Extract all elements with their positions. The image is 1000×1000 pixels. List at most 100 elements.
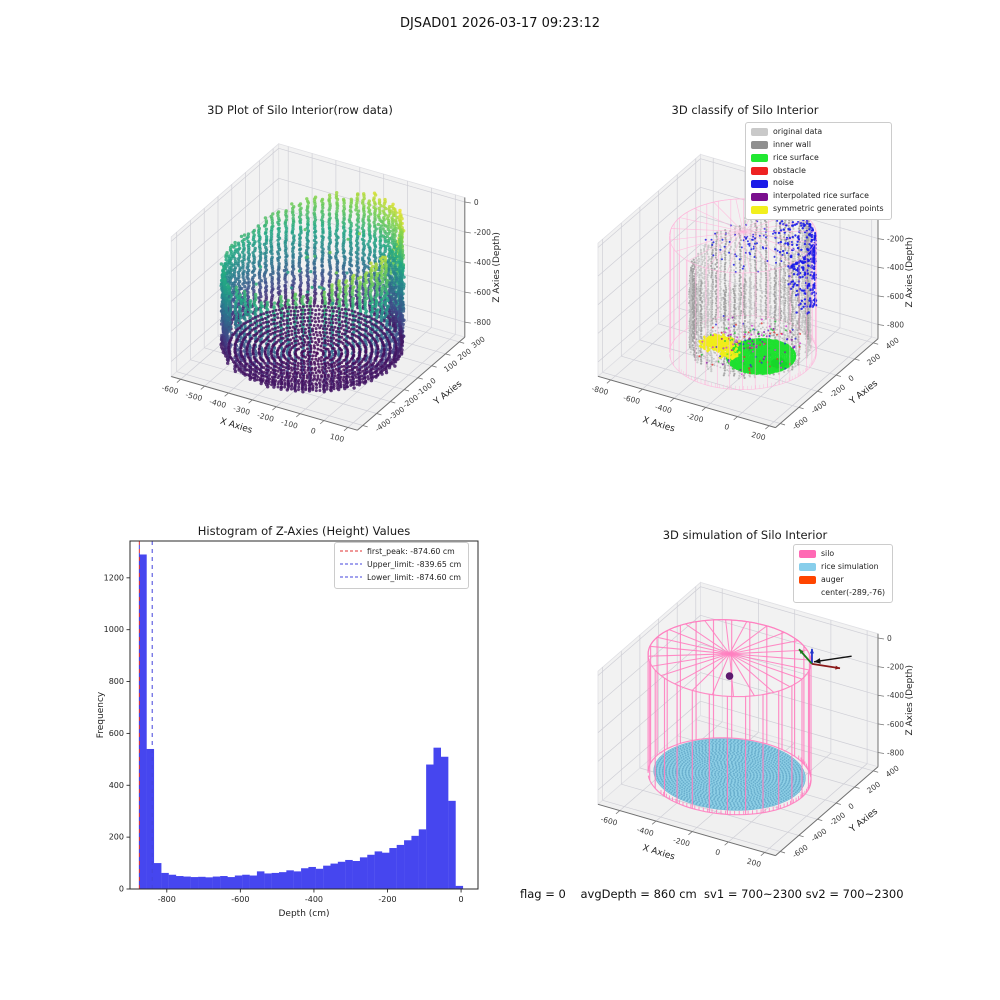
legend-item: obstacle <box>751 165 884 178</box>
legend-label: rice simulation <box>821 561 879 571</box>
legend-item: original data <box>751 126 884 139</box>
simulation-canvas: -600-400-2000200-600-400-20002004000-200… <box>597 581 915 869</box>
simulation-legend: silo rice simulation auger center(-289,-76) <box>793 544 894 604</box>
histogram-canvas: -800 -600 -400 -200 0020040060080010001200De… <box>96 540 479 919</box>
legend-line-swatch <box>340 559 362 572</box>
legend-label: noise <box>773 178 794 188</box>
figure-title: DJSAD01 2026-03-17 09:23:12 <box>400 16 600 31</box>
orientation-axes-marker <box>798 648 841 670</box>
histogram-bars <box>139 554 464 889</box>
svg-text:100: 100 <box>329 432 345 444</box>
svg-text:0: 0 <box>723 422 730 432</box>
legend-item: rice simulation <box>799 561 885 574</box>
legend-line-swatch <box>340 572 362 585</box>
legend-label: rice surface <box>773 152 819 162</box>
legend-label: Upper_limit: -839.65 cm <box>367 559 462 569</box>
annotation-arrow <box>813 655 852 664</box>
legend-item: Lower_limit: -874.60 cm <box>340 572 461 585</box>
svg-text:-800: -800 <box>887 320 904 329</box>
histogram-limit-lines <box>138 541 153 889</box>
legend-item: symmetric generated points <box>751 203 884 216</box>
legend-item: inner wall <box>751 139 884 152</box>
legend-label: Lower_limit: -874.60 cm <box>367 572 461 582</box>
legend-label: original data <box>773 127 823 136</box>
legend-swatch <box>751 141 768 150</box>
svg-text:-200: -200 <box>828 382 847 399</box>
legend-label: symmetric generated points <box>773 204 884 214</box>
svg-text:-600: -600 <box>474 288 491 297</box>
classify-plot-title: 3D classify of Silo Interior <box>671 103 819 117</box>
svg-text:-200: -200 <box>887 235 904 244</box>
svg-text:0: 0 <box>428 376 437 386</box>
legend-swatch <box>751 192 768 201</box>
legend-item: center(-289,-76) <box>799 587 885 600</box>
simulation-3d-plot: 3D simulation of Silo Interior silo rice … <box>535 520 955 895</box>
svg-text:-100: -100 <box>280 418 299 431</box>
legend-item: auger <box>799 574 885 587</box>
legend-swatch <box>799 550 816 559</box>
svg-text:0: 0 <box>474 198 479 207</box>
legend-swatch <box>751 154 768 163</box>
classify-3d-plot: 3D classify of Silo Interior original da… <box>535 95 955 480</box>
svg-text:-400: -400 <box>208 397 227 410</box>
legend-item: Upper_limit: -839.65 cm <box>340 559 461 572</box>
axes-spines <box>171 197 466 431</box>
svg-text:0: 0 <box>310 426 317 436</box>
legend-swatch <box>751 167 768 175</box>
silo-wireframe-front <box>669 198 817 391</box>
legend-label: first_peak: -874.60 cm <box>367 547 455 556</box>
legend-item: rice surface <box>751 152 884 165</box>
histogram-spines <box>129 540 479 890</box>
svg-text:-600: -600 <box>622 393 641 406</box>
svg-text:-600: -600 <box>161 383 180 396</box>
legend-label: inner wall <box>773 139 812 149</box>
auger-center-point <box>725 672 734 680</box>
svg-text:-800: -800 <box>474 318 491 327</box>
histogram-plot: Histogram of Z-Axies (Height) Values fir… <box>90 520 500 920</box>
legend-item: noise <box>751 177 884 190</box>
classify-legend: original data inner wall rice surface obsta… <box>745 122 892 221</box>
legend-swatch <box>799 563 816 572</box>
svg-text:-400: -400 <box>887 263 904 272</box>
silo-wireframe-front <box>647 619 812 816</box>
svg-text:200: 200 <box>750 430 766 442</box>
svg-text:-500: -500 <box>184 390 203 403</box>
svg-text:-600: -600 <box>887 292 904 301</box>
legend-label: obstacle <box>773 165 806 175</box>
legend-swatch <box>751 205 768 214</box>
svg-text:-300: -300 <box>232 404 251 417</box>
svg-text:X Axies: X Axies <box>641 415 676 434</box>
svg-text:-200: -200 <box>256 411 275 424</box>
raw-plot-title: 3D Plot of Silo Interior(row data) <box>207 103 393 117</box>
legend-item: interpolated rice surface <box>751 190 884 203</box>
legend-label: center(-289,-76) <box>821 587 886 597</box>
svg-text:-400: -400 <box>654 402 673 415</box>
svg-text:400: 400 <box>884 335 901 351</box>
raw-canvas: -600-500-400-300-200-1000100-400-300-200… <box>161 142 502 444</box>
histogram-title: Histogram of Z-Axies (Height) Values <box>197 524 411 538</box>
svg-text:-800: -800 <box>591 384 610 397</box>
axes-spines <box>597 633 879 857</box>
svg-text:200: 200 <box>456 346 473 362</box>
svg-text:300: 300 <box>470 334 487 350</box>
svg-text:-400: -400 <box>474 258 491 267</box>
svg-text:Z Axies (Depth): Z Axies (Depth) <box>492 232 502 303</box>
svg-text:100: 100 <box>442 358 459 374</box>
axes-spines <box>597 205 879 429</box>
legend-line-swatch <box>340 546 362 559</box>
histogram-legend: first_peak: -874.60 cm Upper_limit: -839.… <box>334 542 470 589</box>
svg-text:-400: -400 <box>809 398 828 415</box>
svg-text:0: 0 <box>847 373 856 383</box>
legend-label: silo <box>821 549 835 558</box>
legend-swatch <box>799 576 816 585</box>
legend-label: interpolated rice surface <box>773 191 869 201</box>
svg-text:Z Axies (Depth): Z Axies (Depth) <box>905 237 915 308</box>
svg-text:-200: -200 <box>474 228 491 237</box>
legend-item: silo <box>799 548 885 561</box>
status-footer: flag = 0 avgDepth = 860 cm sv1 = 700~230… <box>520 887 904 901</box>
svg-text:-600: -600 <box>791 415 810 432</box>
legend-swatch <box>751 128 768 137</box>
legend-item: first_peak: -874.60 cm <box>340 546 461 559</box>
